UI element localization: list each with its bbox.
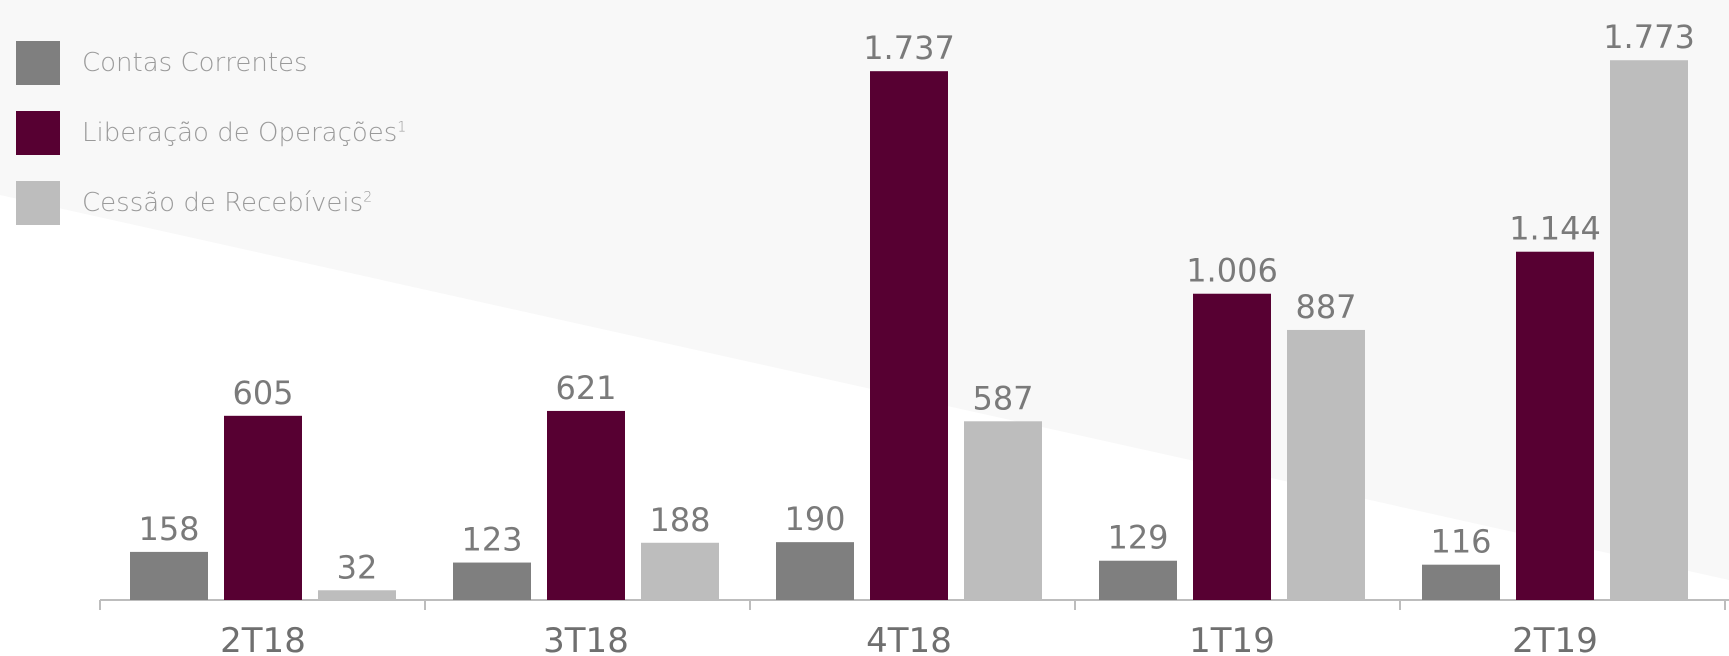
data-label: 1.144 [1509, 210, 1601, 248]
legend-swatch [16, 111, 60, 155]
bar [130, 551, 208, 600]
data-label: 621 [555, 369, 616, 407]
bar [224, 415, 302, 600]
legend-swatch [16, 181, 60, 225]
value-labels: 158 605 32 123 621 188 190 1.737 587 129 1.006 887 1… [138, 18, 1694, 586]
bar [1516, 251, 1594, 600]
legend-item-cessao-de-recebiveis: Cessão de Recebíveis2 [16, 168, 406, 238]
data-label: 129 [1107, 519, 1168, 557]
data-label: 158 [138, 510, 199, 548]
legend-item-contas-correntes: Contas Correntes [16, 28, 406, 98]
bar [1193, 293, 1271, 600]
bar [964, 421, 1042, 600]
data-label: 116 [1430, 523, 1491, 561]
x-axis-labels: 2T18 3T18 4T18 1T19 2T19 [220, 621, 1598, 656]
bar-group [130, 60, 1688, 601]
x-tick-label: 2T18 [220, 621, 306, 656]
bar [1422, 564, 1500, 600]
legend-label: Cessão de Recebíveis2 [82, 188, 373, 218]
x-tick-label: 2T19 [1512, 621, 1598, 656]
data-label: 123 [461, 521, 522, 559]
bar [318, 590, 396, 600]
bar [1287, 329, 1365, 600]
bar [641, 542, 719, 600]
bar [1099, 560, 1177, 600]
bar [453, 562, 531, 600]
legend-label: Contas Correntes [82, 48, 308, 78]
legend-label: Liberação de Operações1 [82, 118, 407, 148]
x-axis-ticks [99, 600, 1726, 610]
bar [547, 410, 625, 600]
bar [870, 71, 948, 601]
data-label: 1.006 [1186, 252, 1278, 290]
data-label: 887 [1295, 288, 1356, 326]
x-tick-label: 3T18 [543, 621, 629, 656]
data-label: 1.773 [1603, 18, 1695, 56]
data-label: 190 [784, 500, 845, 538]
legend: Contas Correntes Liberação de Operações1… [16, 28, 406, 238]
legend-item-liberacao-de-operacoes: Liberação de Operações1 [16, 98, 406, 168]
data-label: 32 [337, 548, 378, 586]
data-label: 605 [232, 374, 293, 412]
data-label: 587 [972, 379, 1033, 417]
bar [776, 542, 854, 600]
legend-swatch [16, 41, 60, 85]
data-label: 188 [649, 501, 710, 539]
x-tick-label: 4T18 [866, 621, 952, 656]
x-tick-label: 1T19 [1189, 621, 1275, 656]
data-label: 1.737 [863, 29, 955, 67]
bar [1610, 60, 1688, 601]
